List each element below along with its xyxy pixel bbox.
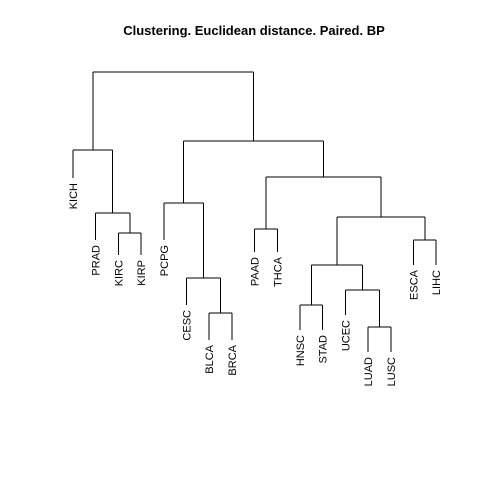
leaf-label-ucec: UCEC [340, 320, 352, 351]
leaf-label-blca: BLCA [204, 344, 216, 373]
leaf-label-kich: KICH [68, 183, 80, 209]
leaf-labels: KICH PRAD KIRC KIRP PCPG CESC BLCA BRCA PAAD THCA… [68, 183, 443, 386]
plot-title: Clustering. Euclidean distance. Paired. … [123, 23, 385, 38]
leaf-label-lihc: LIHC [431, 270, 443, 295]
leaf-label-luad: LUAD [363, 357, 375, 386]
leaf-label-esca: ESCA [409, 269, 421, 300]
leaf-label-brca: BRCA [227, 344, 239, 375]
leaf-label-kirc: KIRC [113, 260, 125, 286]
leaf-label-hnsc: HNSC [295, 335, 307, 366]
leaf-label-paad: PAAD [250, 257, 262, 286]
leaf-label-kirp: KIRP [136, 260, 148, 286]
leaf-label-pcpg: PCPG [159, 245, 171, 276]
leaf-label-stad: STAD [318, 335, 330, 364]
leaf-label-prad: PRAD [91, 245, 103, 276]
dendrogram-branches [72, 71, 437, 352]
leaf-label-lusc: LUSC [386, 357, 398, 386]
leaf-label-thca: THCA [272, 256, 284, 287]
leaf-label-cesc: CESC [182, 310, 194, 341]
